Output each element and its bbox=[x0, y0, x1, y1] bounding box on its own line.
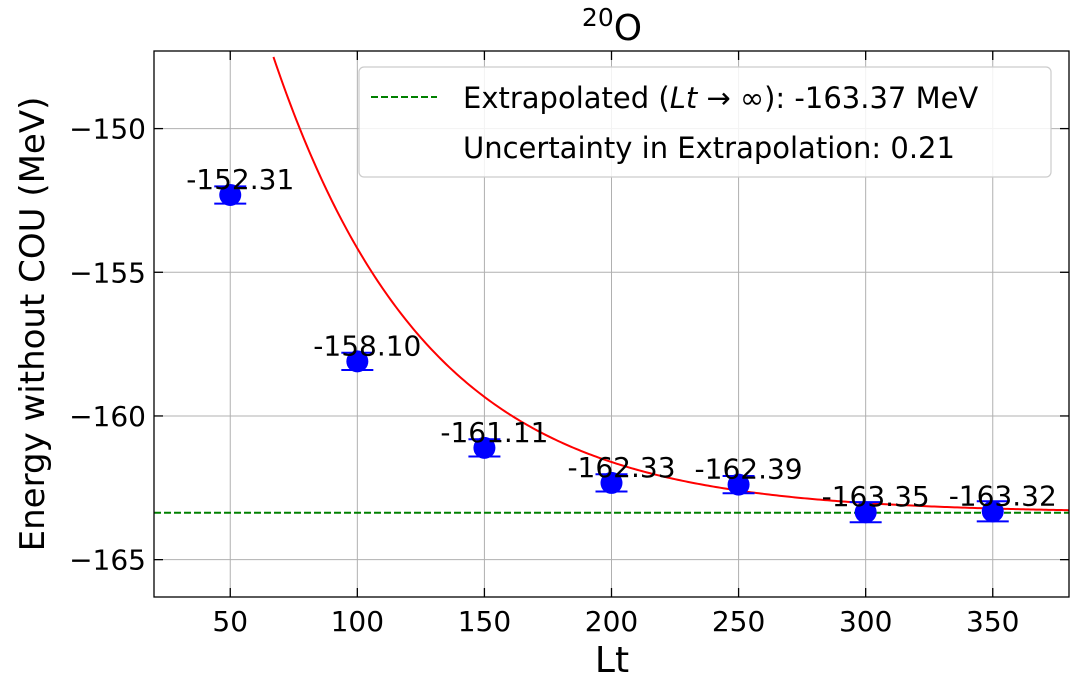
y-tick-label: −155 bbox=[69, 256, 146, 289]
data-points bbox=[214, 183, 1009, 524]
data-labels: -152.31 -158.10 -161.11 -162.33 -162.39 -163.… bbox=[186, 163, 1057, 513]
axis-ticks: 50 100 150 200 250 300 350 −150 −155 −160 −165 bbox=[69, 51, 1069, 638]
data-point bbox=[854, 501, 877, 524]
data-label: -163.35 bbox=[822, 480, 930, 513]
data-label: -162.33 bbox=[567, 451, 675, 484]
data-point bbox=[727, 473, 750, 496]
legend-box bbox=[358, 66, 1052, 178]
y-tick-label: −165 bbox=[69, 544, 146, 577]
chart-title-base: O bbox=[614, 8, 642, 49]
x-tick-label: 250 bbox=[712, 605, 765, 638]
chart-title-superscript: 20 bbox=[582, 3, 614, 32]
data-point bbox=[600, 471, 623, 494]
data-label: -161.11 bbox=[440, 416, 548, 449]
legend-entry-extrapolated-post: → ∞): -163.37 MeV bbox=[697, 81, 978, 115]
fit-curve bbox=[272, 56, 1070, 512]
data-point bbox=[473, 436, 496, 459]
data-label: -163.32 bbox=[949, 479, 1057, 512]
legend-entry-uncertainty: Uncertainty in Extrapolation: 0.21 bbox=[463, 131, 955, 165]
y-tick-label: −150 bbox=[69, 113, 146, 146]
legend-entry-extrapolated-pre: Extrapolated ( bbox=[463, 81, 670, 115]
data-point bbox=[346, 350, 369, 373]
fit-layer bbox=[272, 56, 1070, 512]
x-tick-label: 300 bbox=[839, 605, 892, 638]
x-tick-label: 350 bbox=[966, 605, 1019, 638]
x-tick-label: 200 bbox=[585, 605, 638, 638]
chart-title: 20O bbox=[582, 3, 642, 49]
data-point bbox=[219, 183, 242, 206]
data-point bbox=[981, 500, 1004, 523]
x-axis-label: Lt bbox=[595, 640, 629, 681]
data-label: -152.31 bbox=[186, 163, 294, 196]
data-label: -158.10 bbox=[313, 329, 421, 362]
legend-entry-extrapolated-math: Lt bbox=[670, 81, 699, 115]
x-tick-label: 150 bbox=[458, 605, 511, 638]
y-tick-label: −160 bbox=[69, 400, 146, 433]
x-tick-label: 100 bbox=[331, 605, 384, 638]
legend-entry-extrapolated: Extrapolated (Lt → ∞): -163.37 MeV bbox=[463, 81, 978, 115]
data-label: -162.39 bbox=[695, 453, 803, 486]
x-tick-label: 50 bbox=[212, 605, 248, 638]
y-axis-label: Energy without COU (MeV) bbox=[13, 97, 53, 552]
legend: Extrapolated (Lt → ∞): -163.37 MeV Uncer… bbox=[358, 66, 1052, 178]
